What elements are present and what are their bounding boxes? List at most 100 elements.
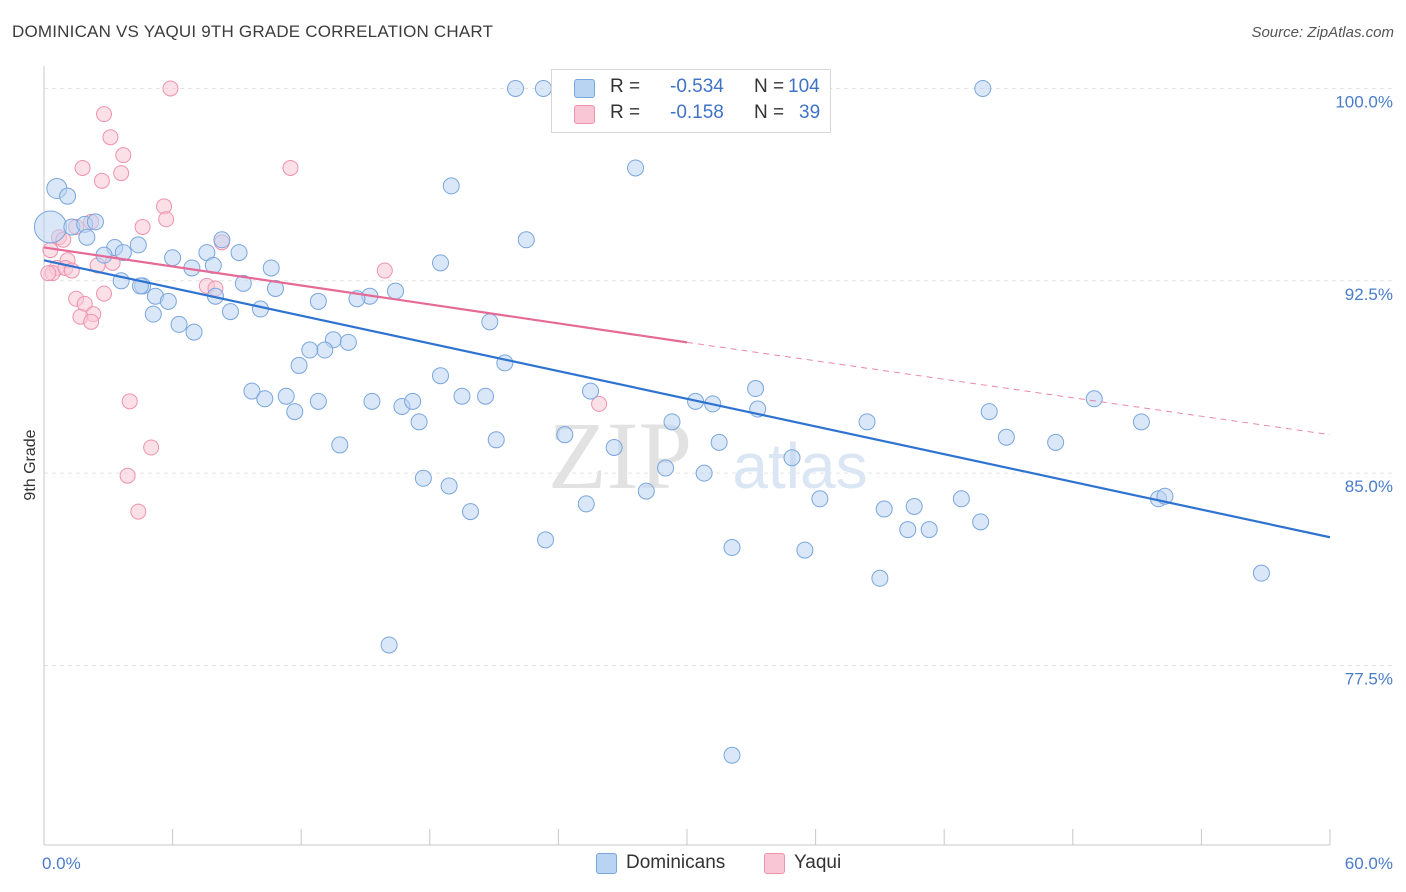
- dominican-point: [905, 497, 923, 515]
- dominican-point: [363, 392, 381, 410]
- r-label: R =: [610, 102, 646, 123]
- y-axis-label: 9th Grade: [22, 429, 39, 500]
- dominican-point: [627, 159, 645, 177]
- dominican-point: [290, 356, 308, 374]
- yaqui-point: [102, 129, 119, 146]
- dominican-point: [404, 392, 422, 410]
- x-tick-label: 60.0%: [1345, 854, 1393, 873]
- dominican-point: [537, 531, 555, 549]
- dominican-point: [331, 436, 349, 454]
- dominican-point: [695, 464, 713, 482]
- dominican-point: [723, 539, 741, 557]
- yaqui-swatch: [574, 105, 595, 124]
- dominican-point: [997, 428, 1015, 446]
- dominican-point: [462, 503, 480, 521]
- yaqui-point: [121, 393, 138, 410]
- y-tick-label: 85.0%: [1345, 477, 1393, 496]
- yaqui-point: [40, 265, 57, 282]
- dominican-point: [582, 382, 600, 400]
- yaqui-point: [113, 165, 130, 182]
- chart-title: DOMINICAN VS YAQUI 9TH GRADE CORRELATION…: [12, 22, 494, 41]
- yaqui-point: [74, 159, 91, 176]
- x-tick-label: 0.0%: [42, 854, 81, 873]
- dominican-point: [277, 387, 295, 405]
- dominican-point: [410, 413, 428, 431]
- yaqui-point: [158, 211, 175, 228]
- dominican-point: [487, 431, 505, 449]
- dominican-point: [637, 482, 655, 500]
- dominican-point: [1252, 564, 1270, 582]
- dominican-point: [1047, 433, 1065, 451]
- stats-legend: R = -0.534 N = 104 R = -0.158 N = 39: [551, 69, 831, 133]
- dominican-point: [164, 249, 182, 267]
- dominican-point: [33, 210, 67, 244]
- dominicans-legend-label: Dominicans: [626, 852, 726, 873]
- dominican-point: [858, 413, 876, 431]
- trend-lines: [43, 246, 1331, 539]
- dominican-point: [811, 490, 829, 508]
- dominican-point: [796, 541, 814, 559]
- yaqui-point: [162, 80, 179, 97]
- dominican-point: [86, 213, 104, 231]
- yaqui-point: [96, 285, 113, 302]
- yaqui-point: [119, 467, 136, 484]
- dominican-point: [875, 500, 893, 518]
- axes: [43, 66, 1331, 846]
- dominican-point: [230, 244, 248, 262]
- dominican-point: [481, 313, 499, 331]
- watermark: ZIP atlas: [548, 402, 868, 509]
- n-label: N =: [754, 102, 790, 123]
- x-tick-labels: 0.0% 60.0%: [42, 854, 1393, 873]
- dominican-points: [33, 79, 1270, 764]
- r-label: R =: [610, 76, 646, 97]
- dominicans-swatch: [574, 79, 595, 98]
- dominicans-trend-line: [43, 259, 1331, 539]
- dominican-point: [159, 292, 177, 310]
- dominican-point: [380, 636, 398, 654]
- dominican-point: [453, 387, 471, 405]
- yaqui-trend-line: [43, 246, 688, 344]
- dominican-point: [974, 79, 992, 97]
- n-value: 104: [788, 76, 820, 97]
- yaqui-point: [376, 262, 393, 279]
- dominican-point: [234, 274, 252, 292]
- yaqui-points: [40, 80, 608, 520]
- dominican-point: [339, 333, 357, 351]
- dominican-point: [243, 382, 261, 400]
- dominican-point: [432, 367, 450, 385]
- dominican-point: [1132, 413, 1150, 431]
- dominican-point: [605, 439, 623, 456]
- source-label: Source: ZipAtlas.com: [1251, 24, 1394, 41]
- dominican-point: [980, 403, 998, 421]
- dominican-point: [657, 459, 675, 477]
- dominican-point: [144, 305, 162, 323]
- dominican-point: [170, 315, 188, 333]
- dominican-point: [871, 569, 889, 587]
- dominican-point: [213, 231, 231, 249]
- yaqui-point: [134, 218, 151, 235]
- dominican-point: [710, 433, 728, 451]
- dominican-point: [534, 79, 552, 97]
- yaqui-point: [83, 313, 100, 330]
- dominican-point: [556, 426, 574, 444]
- dominican-point: [316, 341, 334, 359]
- dominican-point: [221, 303, 239, 321]
- r-value: -0.158: [670, 102, 724, 123]
- y-tick-label: 92.5%: [1345, 285, 1393, 304]
- watermark-atlas: atlas: [732, 430, 867, 502]
- grid-lines: [44, 87, 1395, 666]
- dominican-point: [432, 254, 450, 272]
- dominican-point: [185, 323, 203, 341]
- dominican-point: [387, 282, 405, 300]
- dominican-point: [723, 746, 741, 764]
- dominican-point: [783, 449, 801, 467]
- dominican-point: [972, 513, 990, 531]
- yaqui-point: [282, 159, 299, 176]
- dominican-point: [309, 392, 327, 410]
- dominican-point: [899, 521, 917, 539]
- dominican-point: [507, 79, 525, 97]
- y-tick-label: 100.0%: [1335, 92, 1393, 111]
- y-tick-labels: 77.5% 85.0% 92.5% 100.0%: [1335, 92, 1393, 688]
- yaqui-point: [591, 395, 608, 412]
